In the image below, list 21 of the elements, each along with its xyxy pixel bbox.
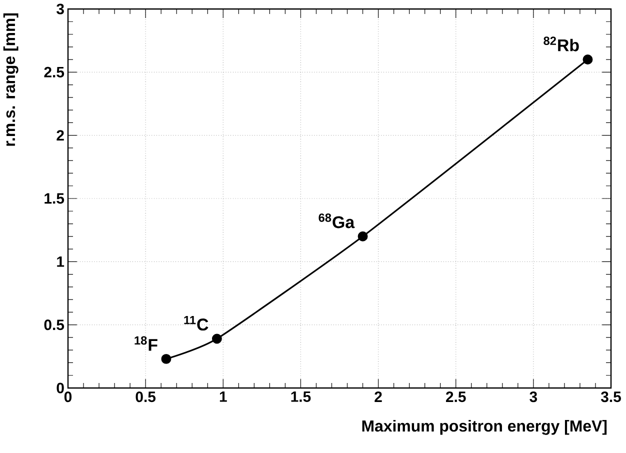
- x-tick-label: 3.5: [600, 392, 621, 402]
- x-tick-label: 0: [64, 392, 72, 402]
- annotation: $^{18}$F: [134, 336, 158, 351]
- y-tick-label: 1: [57, 256, 64, 267]
- x-tick-label: 1.5: [291, 392, 311, 402]
- x-tick-label: 3: [530, 392, 538, 402]
- y-tick-label: 2.5: [44, 66, 64, 78]
- x-tick-label: 2.5: [446, 392, 466, 402]
- y-tick-label: 3: [56, 4, 64, 14]
- y-tick-label: 2: [56, 130, 64, 141]
- annotation: $^{68}$Ga: [318, 214, 355, 228]
- x-tick-label: 1: [220, 392, 227, 402]
- y-axis-title: r.m.s. range [mm]: [3, 13, 18, 146]
- annotation: $^{11}$C: [184, 316, 208, 331]
- x-axis-title: Maximum positron energy [MeV]: [362, 420, 607, 435]
- x-tick-label: 0.5: [136, 392, 156, 402]
- y-tick-label: 0.5: [44, 320, 64, 330]
- annotation: $^{82}$Rb: [544, 36, 579, 52]
- y-tick-label: 0: [56, 382, 64, 394]
- y-tick-label: 1.5: [44, 193, 64, 204]
- x-tick-label: 2: [374, 392, 382, 402]
